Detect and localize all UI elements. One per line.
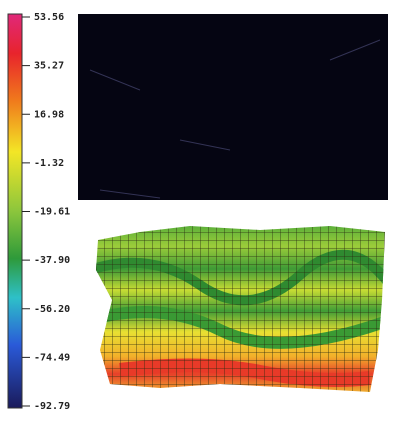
mesh-grid [96, 226, 385, 392]
colorbar-label: -74.49 [34, 352, 70, 363]
colorbar-label: -92.79 [34, 401, 70, 412]
colorbar-label: -1.32 [34, 158, 64, 169]
colorbar-label: 35.27 [34, 61, 64, 72]
colorbar-label: -56.20 [34, 304, 70, 315]
mesh-plot [96, 226, 385, 392]
colorbar [7, 13, 23, 409]
panel-artifacts [89, 39, 381, 199]
colorbar-label: 16.98 [34, 109, 64, 120]
black-panel [78, 14, 388, 200]
colorbar-label: 53.56 [34, 12, 64, 23]
colorbar-label: -19.61 [34, 207, 70, 218]
colorbar-label: -37.90 [34, 255, 70, 266]
